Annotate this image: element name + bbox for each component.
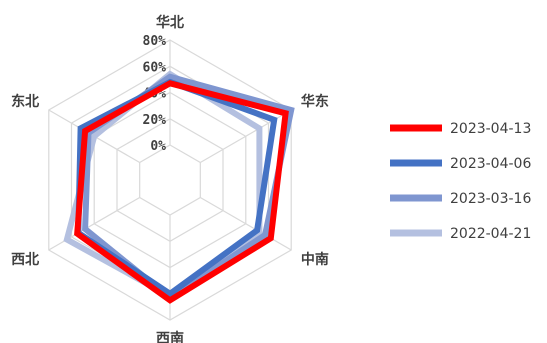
tick-label: 60% (143, 60, 167, 75)
category-label: 东北 (11, 93, 39, 110)
tick-label: 0% (150, 139, 166, 154)
series-polygons (63, 70, 295, 304)
tick-label: 20% (143, 113, 167, 128)
category-label: 西北 (11, 252, 39, 268)
legend-label: 2023-04-06 (450, 156, 531, 172)
legend-label: 2022-04-21 (450, 226, 531, 242)
legend: 2023-04-13 2023-04-06 2023-03-16 2022-04-21 (390, 121, 531, 242)
category-label: 华东 (301, 93, 329, 110)
series-line (75, 78, 278, 298)
radial-tick-labels: 0%20%40%60%80% (143, 34, 167, 154)
legend-label: 2023-04-13 (450, 121, 531, 137)
category-label: 华北 (156, 14, 184, 31)
category-label: 西南 (156, 330, 184, 343)
grid-ring (139, 144, 201, 216)
series-line (74, 80, 289, 304)
category-label: 中南 (301, 251, 329, 268)
legend-label: 2023-03-16 (450, 191, 531, 207)
grid-spoke (200, 196, 292, 251)
tick-label: 80% (143, 34, 167, 49)
